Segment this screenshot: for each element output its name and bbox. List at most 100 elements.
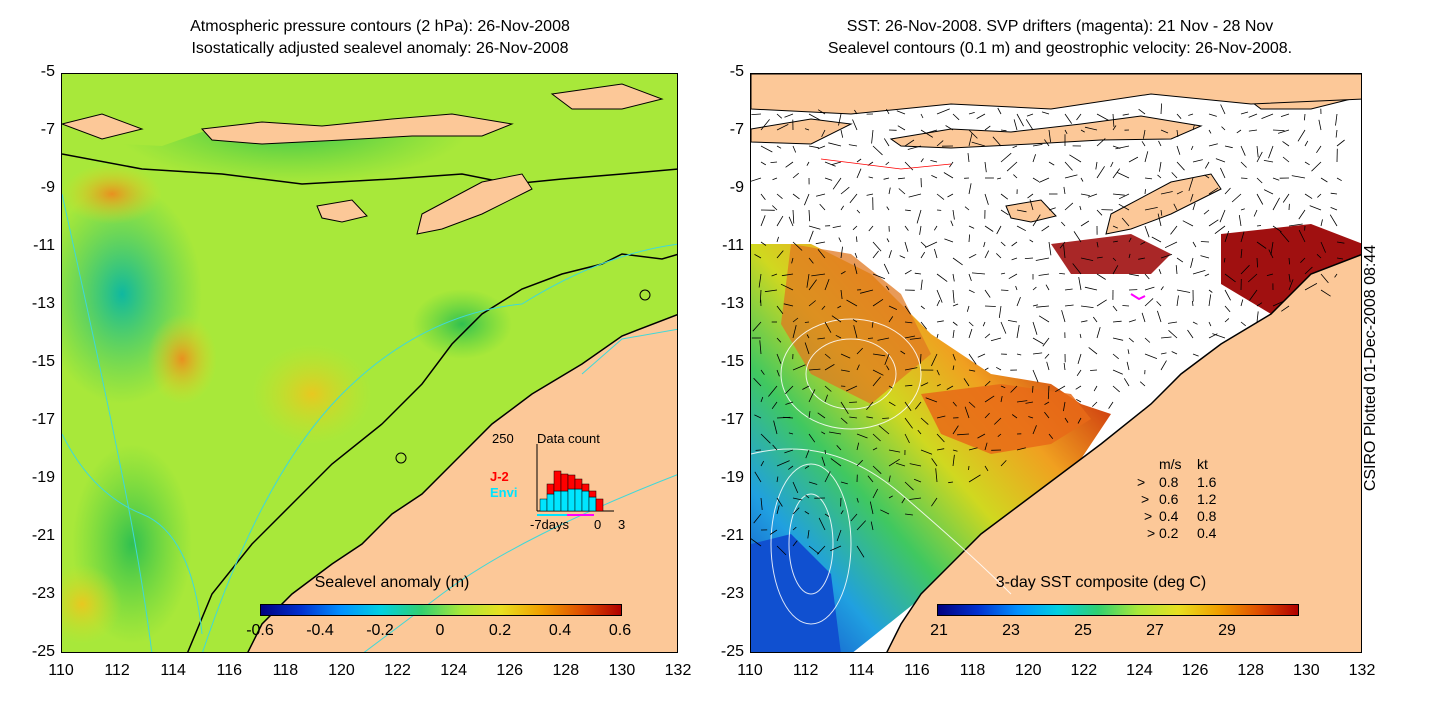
velocity-arrow: [886, 108, 890, 115]
velocity-arrow: [1061, 221, 1066, 227]
velocity-arrow: [1256, 257, 1258, 268]
velocity-arrow: [968, 183, 972, 195]
velocity-arrow: [1176, 295, 1179, 307]
velocity-arrow: [1204, 161, 1210, 169]
velocity-arrow: [1208, 113, 1217, 117]
velocity-arrow: [884, 353, 890, 366]
velocity-arrow: [840, 205, 845, 211]
legend-kt: 0.4: [1197, 525, 1217, 541]
velocity-arrow: [1016, 113, 1024, 127]
velocity-arrow: [948, 481, 954, 484]
velocity-arrow: [952, 113, 960, 121]
arrow-icon: >: [1144, 508, 1153, 524]
velocity-arrow: [808, 411, 811, 419]
velocity-arrow: [1075, 385, 1082, 390]
velocity-arrow: [1192, 159, 1203, 163]
velocity-arrow: [830, 458, 842, 467]
velocity-arrow: [754, 414, 762, 419]
y-tick-label: -21: [720, 527, 744, 544]
velocity-arrow: [1112, 320, 1122, 323]
velocity-arrow: [840, 246, 843, 259]
velocity-arrow: [883, 138, 890, 147]
velocity-arrow: [968, 273, 972, 282]
velocity-arrow: [952, 321, 958, 326]
velocity-arrow: [1176, 113, 1182, 119]
velocity-arrow: [1272, 300, 1284, 307]
legend-row: >0.8 1.6: [1129, 474, 1239, 491]
velocity-arrow: [925, 397, 938, 403]
x-tick-label: 118: [959, 662, 986, 679]
velocity-arrow: [1176, 129, 1179, 137]
x-tick-label: 116: [904, 662, 930, 679]
velocity-arrow: [888, 401, 896, 407]
velocity-arrow: [1320, 273, 1329, 284]
velocity-arrow: [1192, 270, 1206, 275]
tide-gauge-marker-2: [639, 289, 651, 301]
velocity-arrow: [1141, 312, 1146, 323]
velocity-arrow: [872, 465, 882, 474]
arrow-icon: >: [1137, 474, 1146, 490]
velocity-arrow: [824, 321, 832, 333]
velocity-arrow: [1151, 236, 1162, 243]
velocity-arrow: [1291, 175, 1306, 179]
velocity-arrow: [1036, 305, 1050, 308]
velocity-arrow: [936, 369, 940, 376]
x-tick-label: 114: [160, 662, 186, 679]
velocity-arrow: [1011, 257, 1018, 261]
velocity-arrow: [1010, 385, 1018, 393]
velocity-arrow: [764, 289, 778, 293]
velocity-arrow: [1261, 113, 1274, 119]
anomaly-high-center: [147, 314, 217, 404]
velocity-arrow: [920, 353, 922, 364]
velocity-arrow: [808, 113, 821, 121]
y-tick-label: -23: [720, 585, 744, 602]
velocity-arrow: [1272, 177, 1280, 181]
velocity-arrow: [1335, 113, 1338, 126]
velocity-arrow: [1140, 241, 1146, 245]
velocity-arrow: [776, 476, 779, 483]
velocity-arrow: [1038, 273, 1050, 276]
velocity-arrow: [1247, 273, 1258, 283]
velocity-arrow: [1220, 167, 1226, 179]
velocity-arrow: [1231, 193, 1242, 203]
velocity-arrow: [824, 471, 831, 483]
velocity-arrow: [832, 177, 842, 190]
velocity-arrow: [1016, 353, 1022, 356]
velocity-arrow: [1032, 214, 1041, 227]
velocity-arrow: [1112, 305, 1118, 312]
velocity-arrow: [1256, 311, 1259, 323]
velocity-arrow: [1032, 321, 1038, 335]
velocity-arrow: [866, 193, 874, 196]
velocity-arrow: [997, 177, 1002, 180]
velocity-arrow: [968, 112, 975, 115]
colorbar-tick-label: 29: [1218, 622, 1236, 639]
velocity-arrow: [872, 488, 879, 499]
velocity-arrow: [936, 448, 945, 451]
velocity-arrow: [949, 161, 954, 168]
velocity-arrow: [1238, 215, 1242, 227]
velocity-arrow: [1112, 353, 1119, 360]
velocity-arrow: [1128, 253, 1131, 259]
velocity-arrow: [760, 161, 767, 166]
velocity-arrow: [920, 279, 923, 291]
velocity-arrow: [936, 273, 948, 282]
legend-kt: 1.6: [1197, 474, 1217, 490]
velocity-arrow: [888, 495, 893, 499]
velocity-arrow: [840, 417, 848, 424]
velocity-arrow: [1144, 151, 1149, 163]
velocity-arrow: [751, 538, 762, 547]
velocity-arrow: [1000, 129, 1007, 132]
velocity-arrow: [1118, 193, 1130, 200]
velocity-arrow: [984, 367, 989, 371]
velocity-arrow: [760, 460, 765, 467]
velocity-arrow: [821, 129, 826, 137]
velocity-arrow: [850, 513, 858, 522]
velocity-arrow: [1011, 241, 1018, 247]
velocity-arrow: [1045, 284, 1050, 291]
velocity-arrow: [996, 366, 1002, 371]
velocity-arrow: [817, 545, 826, 555]
velocity-arrow: [821, 456, 826, 467]
velocity-arrow: [1128, 273, 1139, 277]
velocity-arrow: [808, 368, 821, 371]
velocity-arrow: [776, 337, 782, 343]
